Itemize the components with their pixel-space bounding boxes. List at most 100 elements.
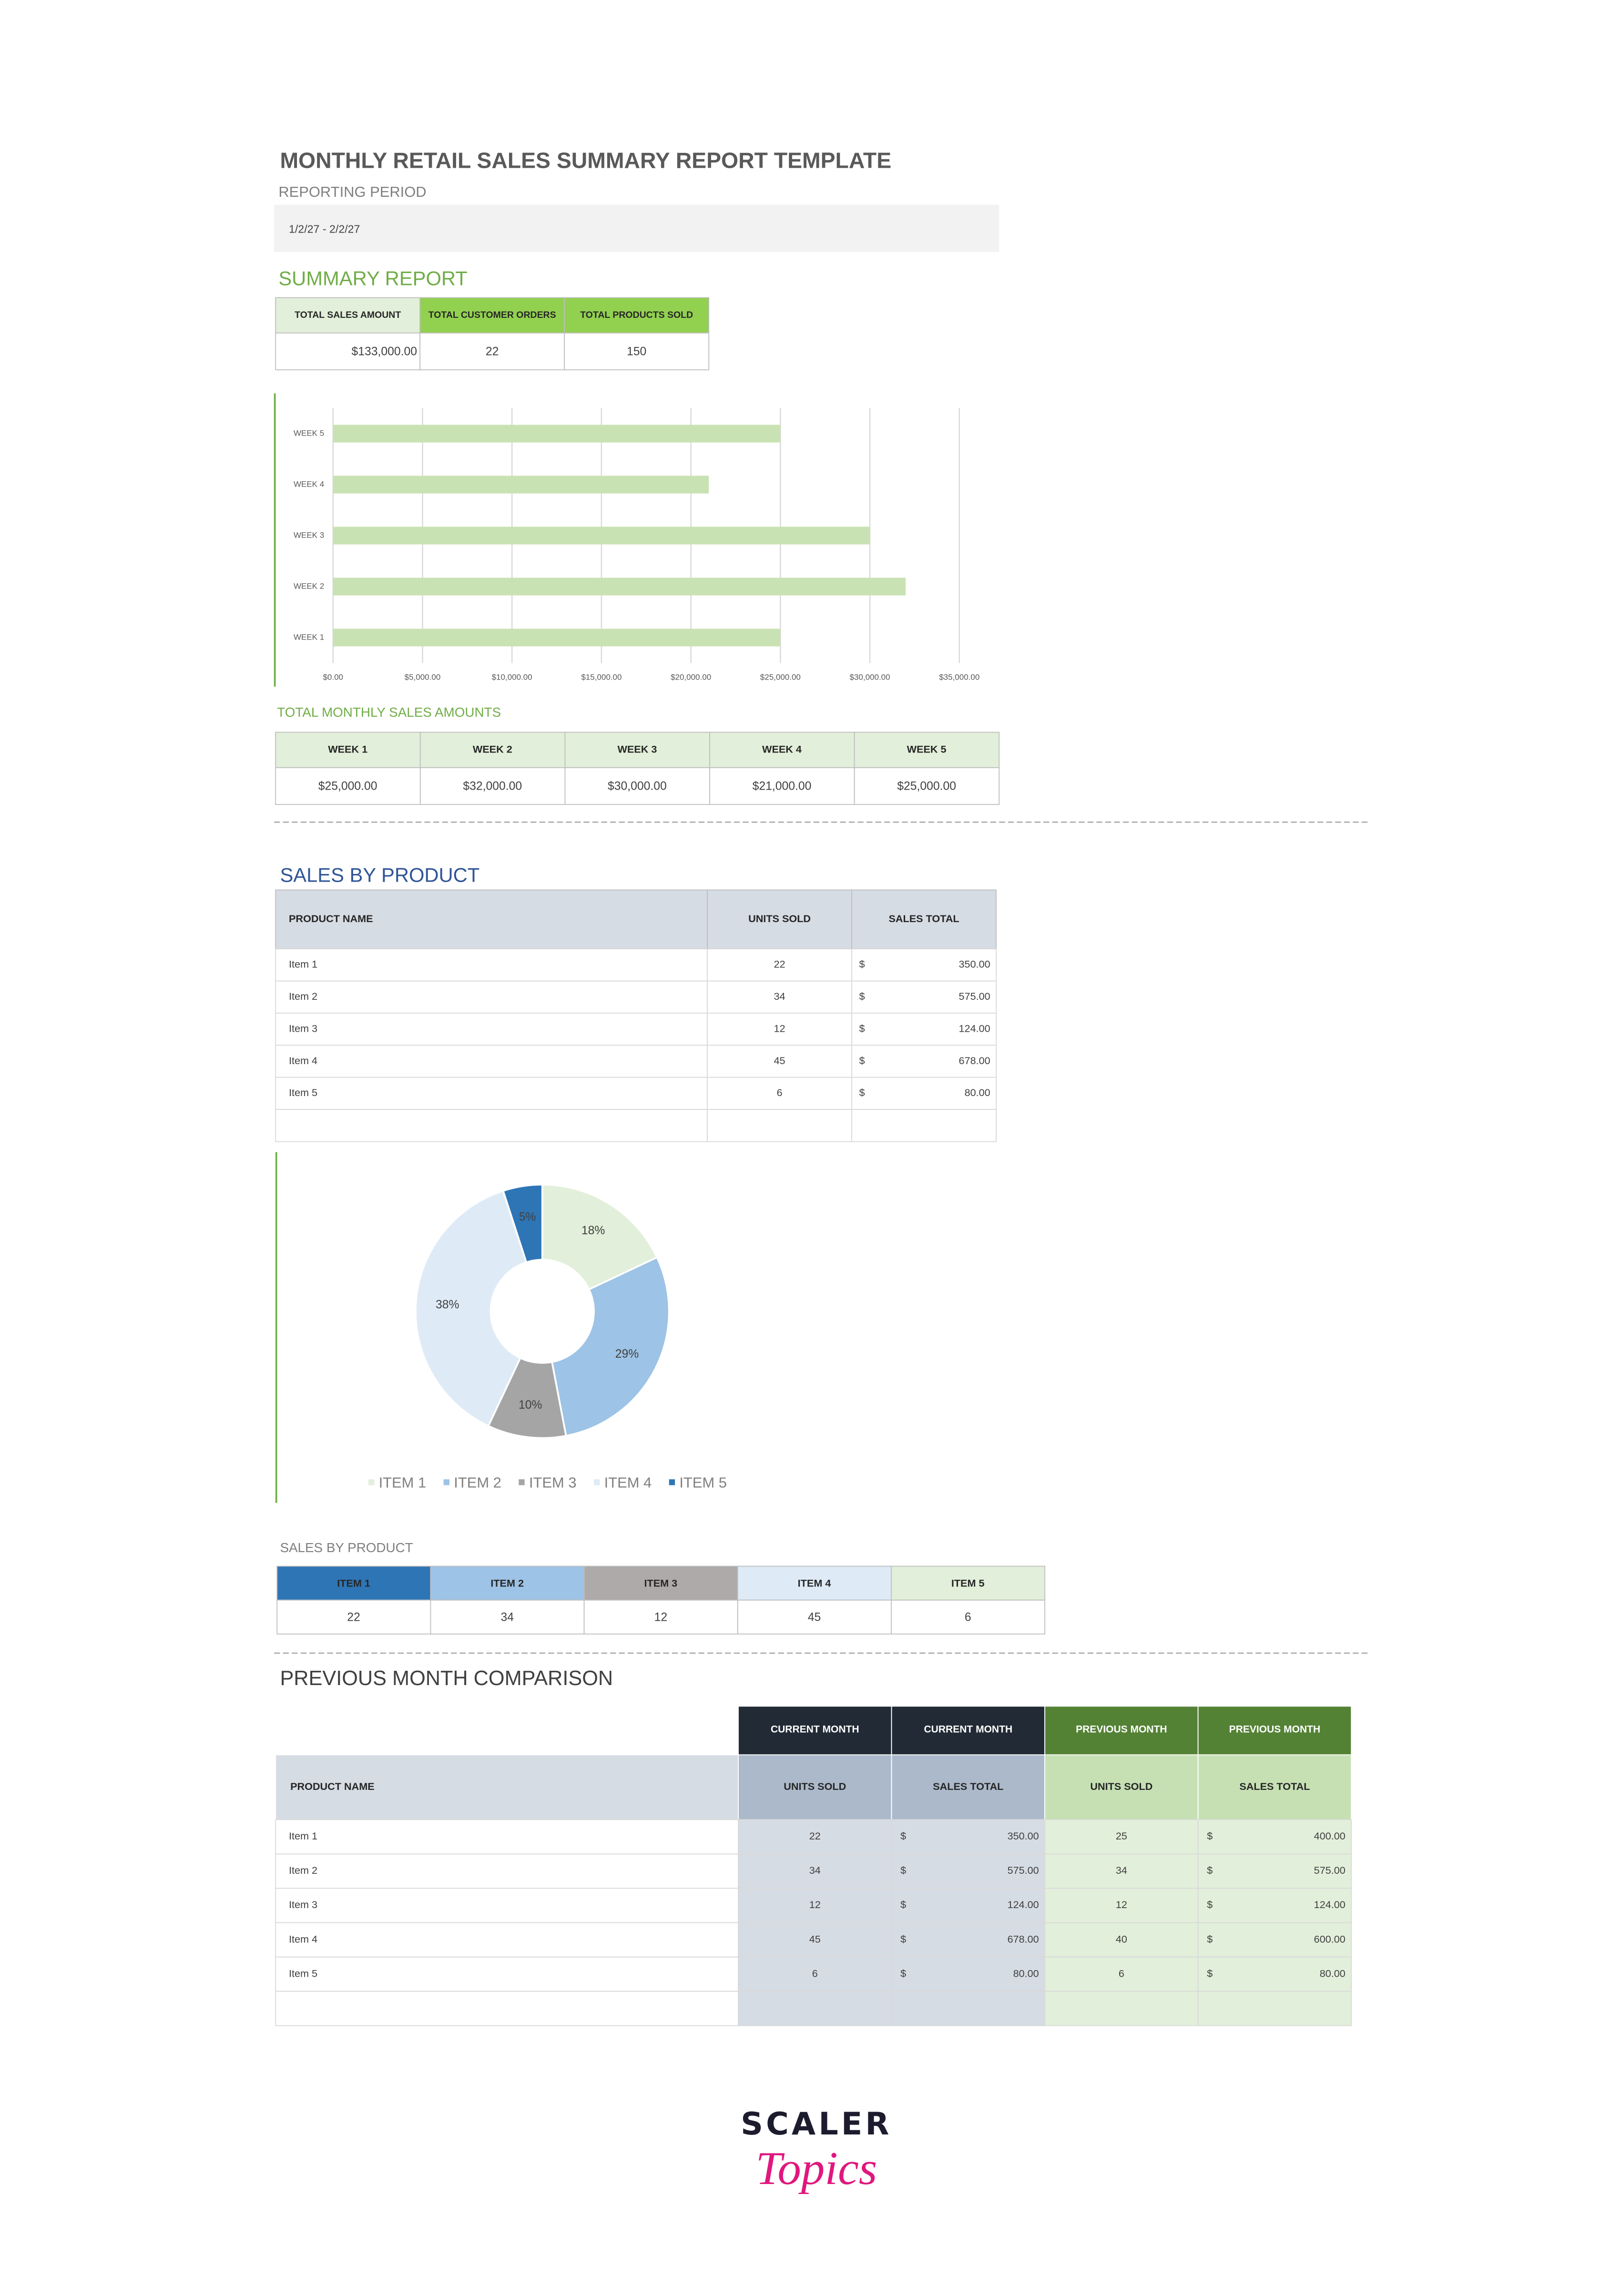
y-tick-label: WEEK 1	[294, 632, 324, 641]
cell-text: 45	[774, 1055, 785, 1067]
table-value: $32,000.00	[463, 780, 522, 793]
table-cell	[275, 980, 708, 1014]
cell-text: 40	[1116, 1933, 1127, 1945]
pie-slice	[541, 1183, 658, 1291]
cell-text: $	[1207, 1933, 1213, 1945]
x-tick-label: $25,000.00	[760, 673, 801, 682]
table-header-cell	[430, 1565, 585, 1601]
table-cell	[707, 980, 852, 1014]
cell-text: 575.00	[1008, 1864, 1039, 1876]
cell-text: 6	[777, 1087, 783, 1098]
cell-text: Item 2	[289, 990, 317, 1002]
x-tick-label: $20,000.00	[671, 673, 711, 682]
cell-text: 6	[812, 1967, 818, 1979]
table-cell	[276, 1599, 431, 1635]
logo-line2: Topics	[755, 2143, 877, 2194]
table-value: 12	[654, 1611, 668, 1624]
table-cell	[275, 767, 421, 805]
cell-text: 34	[809, 1864, 821, 1876]
table-cell	[1197, 1853, 1352, 1889]
table-header: PRODUCT NAME	[290, 1780, 375, 1792]
table-header: WEEK 5	[907, 743, 947, 755]
table-cell	[275, 1013, 708, 1046]
cell-text: Item 5	[289, 1967, 317, 1979]
summary-header-cell	[419, 297, 565, 334]
table-cell	[583, 1599, 738, 1635]
slice-label: 18%	[581, 1224, 605, 1237]
cell-text: 400.00	[1314, 1830, 1346, 1842]
group-header-cell	[891, 1706, 1046, 1756]
x-tick-label: $15,000.00	[581, 673, 622, 682]
cell-text: $	[1207, 1967, 1213, 1979]
table-header-cell	[419, 731, 566, 768]
table-cell	[1197, 1991, 1352, 2026]
cell-text: 12	[774, 1022, 785, 1034]
table-cell	[738, 1922, 892, 1958]
group-header: PREVIOUS MONTH	[1229, 1724, 1321, 1735]
slice-label: 29%	[615, 1348, 639, 1361]
table-header: UNITS SOLD	[748, 913, 811, 924]
table-cell	[564, 767, 710, 805]
pie-slice	[415, 1189, 528, 1427]
table-cell	[1044, 1819, 1199, 1855]
group-header: CURRENT MONTH	[924, 1724, 1013, 1735]
table-cell	[891, 1991, 1046, 2026]
cell-text: $	[859, 958, 865, 970]
cell-text: 350.00	[959, 958, 990, 970]
table-header: ITEM 1	[337, 1577, 370, 1589]
cell-text: Item 4	[289, 1055, 317, 1067]
cell-text: 12	[1116, 1899, 1127, 1910]
cell-text: 678.00	[1008, 1933, 1039, 1945]
table-cell	[1197, 1922, 1352, 1958]
cell-text: 575.00	[1314, 1864, 1346, 1876]
table-header-cell	[707, 889, 852, 950]
cell-text: Item 4	[289, 1933, 317, 1945]
table-header: SALES TOTAL	[933, 1780, 1003, 1792]
cell-text: Item 3	[289, 1899, 317, 1910]
table-header: SALES TOTAL	[888, 913, 959, 924]
table-cell	[275, 1819, 739, 1855]
table-cell	[891, 1599, 1046, 1635]
period-label: REPORTING PERIOD	[278, 183, 426, 200]
y-tick-label: WEEK 2	[294, 581, 324, 590]
table-header-cell	[564, 731, 710, 768]
table-cell	[275, 948, 708, 982]
cell-text: $	[1207, 1830, 1213, 1842]
report-title: MONTHLY RETAIL SALES SUMMARY REPORT TEMP…	[280, 148, 891, 173]
cell-text: 80.00	[1320, 1967, 1346, 1979]
legend-swatch	[368, 1479, 375, 1485]
cell-text: $	[1207, 1899, 1213, 1910]
summary-value: $133,000.00	[352, 345, 417, 358]
table-header-cell	[891, 1754, 1046, 1820]
table-cell	[851, 1045, 997, 1078]
cell-text: Item 1	[289, 958, 317, 970]
summary-header-cell	[275, 297, 421, 334]
cell-text: $	[900, 1967, 906, 1979]
table-value: 45	[808, 1611, 821, 1624]
bar	[333, 578, 906, 596]
cell-text: Item 3	[289, 1022, 317, 1034]
pie-slice	[487, 1357, 567, 1439]
table-cell	[891, 1819, 1046, 1855]
table-cell	[275, 1853, 739, 1889]
x-tick-label: $5,000.00	[405, 673, 441, 682]
table-cell	[1044, 1991, 1199, 2026]
group-header-cell	[1044, 1706, 1199, 1756]
cell-text: 124.00	[1008, 1899, 1039, 1910]
legend-label: ITEM 5	[679, 1474, 727, 1491]
summary-value-cell	[419, 332, 565, 370]
table-cell	[851, 1013, 997, 1046]
table-cell	[275, 1956, 739, 1992]
table-cell	[709, 767, 855, 805]
table-value: $25,000.00	[318, 780, 377, 793]
slice-label: 5%	[519, 1210, 536, 1223]
table-cell	[275, 1109, 708, 1142]
pie-slice	[502, 1183, 543, 1264]
summary-value-cell	[275, 332, 421, 370]
table-cell	[851, 948, 997, 982]
cell-text: Item 1	[289, 1830, 317, 1842]
table-value: $30,000.00	[608, 780, 667, 793]
table-cell	[738, 1956, 892, 1992]
cell-text: 22	[809, 1830, 821, 1842]
pie-slice	[551, 1256, 670, 1437]
